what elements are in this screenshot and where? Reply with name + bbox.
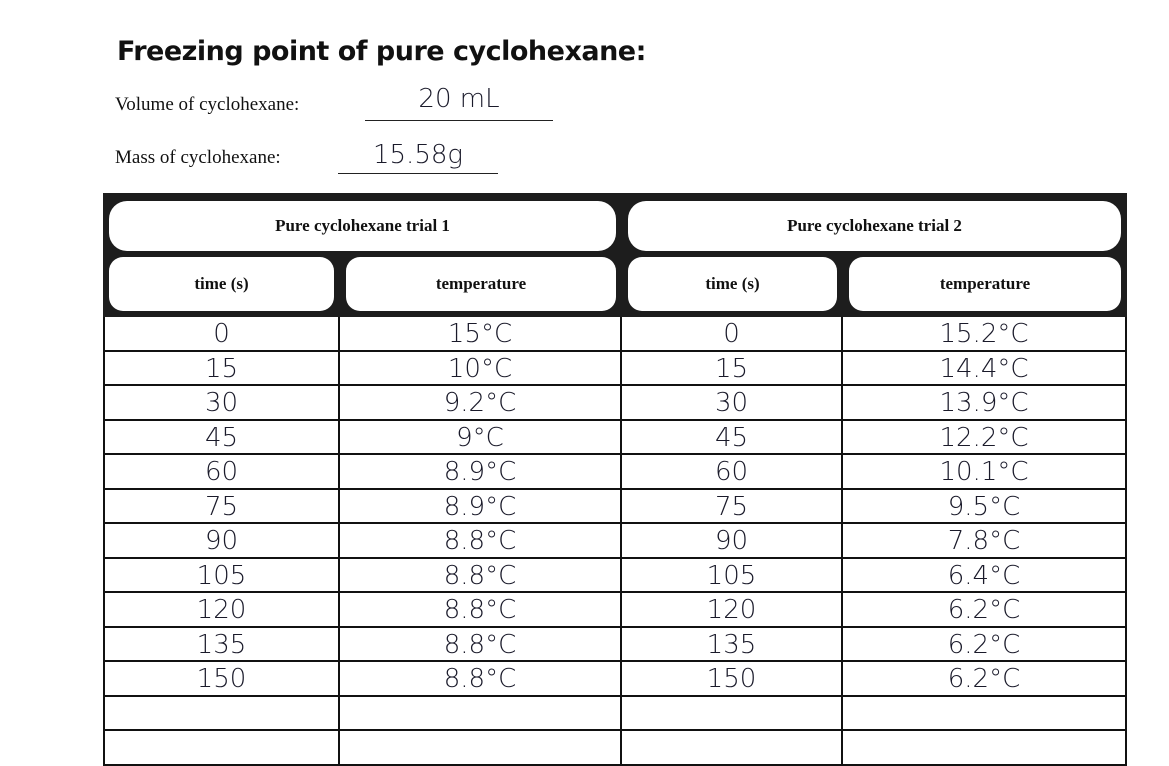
table-cell: 8.8°C	[340, 627, 622, 662]
table-cell: 90	[622, 524, 843, 559]
data-table: Pure cyclohexane trial 1 Pure cyclohexane…	[103, 193, 1127, 766]
table-cell	[340, 731, 622, 766]
table-cell: 135	[622, 627, 843, 662]
table-cell: 120	[622, 593, 843, 628]
table-cell: 6.4°C	[843, 558, 1127, 593]
table-cell	[103, 696, 340, 731]
table-cell: 9.2°C	[340, 386, 622, 421]
column-header: time (s)	[109, 257, 334, 311]
table-cell: 15°C	[340, 317, 622, 352]
table-cell: 14.4°C	[843, 351, 1127, 386]
column-header: temperature	[849, 257, 1121, 311]
table-cell: 15.2°C	[843, 317, 1127, 352]
table-cell	[843, 696, 1127, 731]
column-header: temperature	[346, 257, 616, 311]
table-cell: 8.9°C	[340, 455, 622, 490]
table-cell: 45	[622, 420, 843, 455]
table-cell: 6.2°C	[843, 662, 1127, 697]
table-cell: 75	[103, 489, 340, 524]
table-cell: 6.2°C	[843, 593, 1127, 628]
table-cell: 10°C	[340, 351, 622, 386]
table-cell: 15	[622, 351, 843, 386]
table-cell: 90	[103, 524, 340, 559]
table-cell: 8.9°C	[340, 489, 622, 524]
table-cell: 10.1°C	[843, 455, 1127, 490]
table-cell: 15	[103, 351, 340, 386]
field-value: 15.58g	[338, 140, 498, 174]
table-cell: 60	[622, 455, 843, 490]
page: Freezing point of pure cyclohexane: Volu…	[103, 36, 1127, 766]
table-cell: 135	[103, 627, 340, 662]
table-cell: 8.8°C	[340, 524, 622, 559]
field-label: Volume of cyclohexane:	[115, 94, 300, 115]
table-cell: 60	[103, 455, 340, 490]
group-header: Pure cyclohexane trial 2	[628, 201, 1121, 251]
table-cell: 105	[622, 558, 843, 593]
table-cell: 150	[103, 662, 340, 697]
table-cell: 8.8°C	[340, 593, 622, 628]
table-cell: 9°C	[340, 420, 622, 455]
table-cell: 6.2°C	[843, 627, 1127, 662]
table-cell	[622, 731, 843, 766]
table-cell: 7.8°C	[843, 524, 1127, 559]
table-cell: 45	[103, 420, 340, 455]
table-cell: 0	[103, 317, 340, 352]
table-cell	[843, 731, 1127, 766]
table-cell: 30	[622, 386, 843, 421]
table-cell: 105	[103, 558, 340, 593]
field-label: Mass of cyclohexane:	[115, 147, 281, 168]
table-cell: 150	[622, 662, 843, 697]
table-cell: 8.8°C	[340, 662, 622, 697]
table-cell: 13.9°C	[843, 386, 1127, 421]
table-cell: 75	[622, 489, 843, 524]
table-cell	[340, 696, 622, 731]
table-cell: 0	[622, 317, 843, 352]
table-cell	[103, 731, 340, 766]
column-header: time (s)	[628, 257, 837, 311]
table-cell: 120	[103, 593, 340, 628]
field-value: 20 mL	[365, 84, 553, 121]
group-header: Pure cyclohexane trial 1	[109, 201, 616, 251]
table-cell: 9.5°C	[843, 489, 1127, 524]
table-cell	[622, 696, 843, 731]
table-cell: 8.8°C	[340, 558, 622, 593]
table-cell: 12.2°C	[843, 420, 1127, 455]
table-cell: 30	[103, 386, 340, 421]
page-title: Freezing point of pure cyclohexane:	[117, 36, 646, 67]
